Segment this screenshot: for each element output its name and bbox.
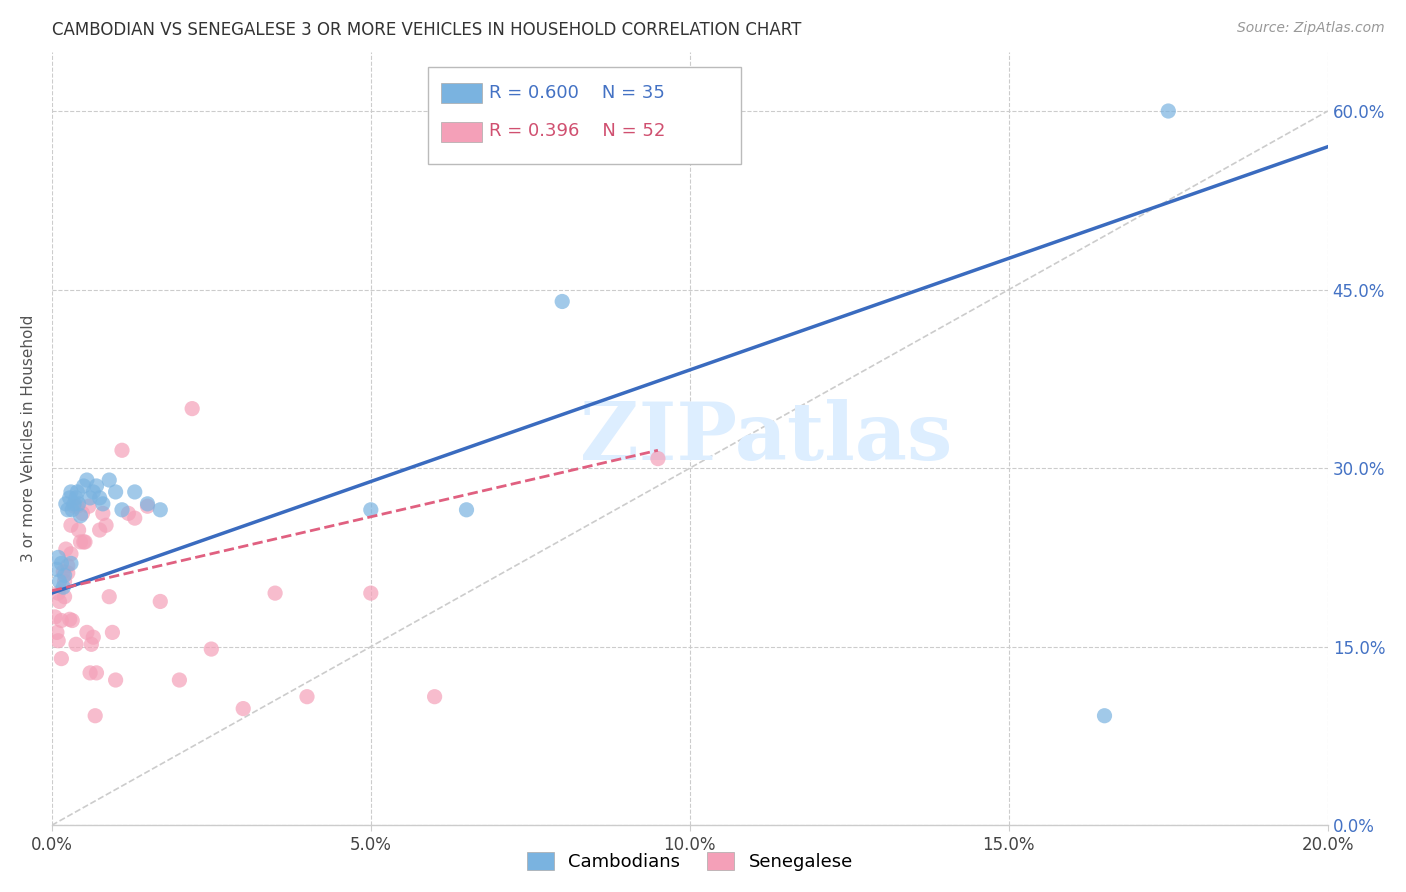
Point	[91, 497, 114, 511]
Point	[59, 491, 82, 505]
Point	[56, 566, 79, 580]
Point	[72, 507, 94, 521]
Point	[59, 557, 82, 571]
Point	[1157, 103, 1180, 118]
Point	[59, 485, 82, 500]
Point	[360, 503, 382, 517]
Point	[98, 590, 121, 604]
Text: Source: ZipAtlas.com: Source: ZipAtlas.com	[1237, 21, 1385, 36]
Point	[48, 594, 70, 608]
Point	[46, 550, 69, 565]
Legend: Cambodians, Senegalese: Cambodians, Senegalese	[519, 845, 860, 878]
Point	[53, 590, 76, 604]
Point	[360, 586, 382, 600]
Point	[86, 665, 108, 680]
Point	[73, 535, 96, 549]
Point	[65, 637, 87, 651]
Point	[124, 485, 146, 500]
Point	[111, 443, 134, 458]
Point	[79, 491, 101, 505]
Point	[48, 574, 70, 589]
Point	[295, 690, 318, 704]
Point	[73, 479, 96, 493]
Point	[76, 473, 98, 487]
Point	[45, 625, 67, 640]
Point	[456, 503, 478, 517]
Point	[73, 535, 96, 549]
Point	[104, 673, 127, 687]
Point	[149, 503, 172, 517]
Point	[44, 610, 66, 624]
Point	[136, 500, 159, 514]
Point	[66, 485, 89, 500]
FancyBboxPatch shape	[441, 83, 482, 103]
Point	[46, 633, 69, 648]
Point	[169, 673, 191, 687]
Point	[63, 500, 86, 514]
Point	[65, 491, 87, 505]
Point	[79, 665, 101, 680]
Point	[117, 507, 139, 521]
Point	[80, 637, 103, 651]
Point	[51, 557, 73, 571]
Point	[69, 508, 91, 523]
Point	[52, 580, 75, 594]
Point	[45, 562, 67, 576]
Point	[59, 612, 82, 626]
Point	[647, 451, 669, 466]
Point	[181, 401, 204, 416]
Point	[82, 485, 104, 500]
Point	[91, 507, 114, 521]
Point	[149, 594, 172, 608]
Point	[59, 547, 82, 561]
Text: R = 0.396    N = 52: R = 0.396 N = 52	[489, 122, 666, 140]
Point	[423, 690, 446, 704]
Point	[67, 497, 90, 511]
Text: ZIPatlas: ZIPatlas	[581, 400, 952, 477]
Point	[66, 500, 89, 514]
Point	[84, 708, 107, 723]
Point	[56, 503, 79, 517]
Y-axis label: 3 or more Vehicles in Household: 3 or more Vehicles in Household	[21, 315, 35, 562]
Point	[69, 535, 91, 549]
Point	[1094, 708, 1116, 723]
Point	[67, 523, 90, 537]
Point	[98, 473, 121, 487]
Point	[76, 625, 98, 640]
Point	[104, 485, 127, 500]
Point	[56, 558, 79, 573]
Point	[46, 586, 69, 600]
Point	[86, 479, 108, 493]
Point	[52, 565, 75, 579]
Point	[551, 294, 574, 309]
Point	[55, 497, 77, 511]
Point	[55, 542, 77, 557]
Point	[77, 500, 100, 514]
Point	[60, 614, 83, 628]
Point	[59, 518, 82, 533]
FancyBboxPatch shape	[441, 122, 482, 142]
Point	[89, 523, 111, 537]
Point	[53, 574, 76, 589]
Point	[63, 497, 86, 511]
Point	[53, 568, 76, 582]
Point	[101, 625, 124, 640]
Point	[82, 630, 104, 644]
Point	[111, 503, 134, 517]
Point	[200, 642, 222, 657]
Point	[89, 491, 111, 505]
Text: R = 0.600    N = 35: R = 0.600 N = 35	[489, 84, 665, 102]
Text: CAMBODIAN VS SENEGALESE 3 OR MORE VEHICLES IN HOUSEHOLD CORRELATION CHART: CAMBODIAN VS SENEGALESE 3 OR MORE VEHICL…	[52, 21, 801, 39]
FancyBboxPatch shape	[429, 67, 741, 164]
Point	[124, 511, 146, 525]
Point	[60, 503, 83, 517]
Point	[136, 497, 159, 511]
Point	[94, 518, 117, 533]
Point	[51, 651, 73, 665]
Point	[51, 614, 73, 628]
Point	[264, 586, 287, 600]
Point	[232, 701, 254, 715]
